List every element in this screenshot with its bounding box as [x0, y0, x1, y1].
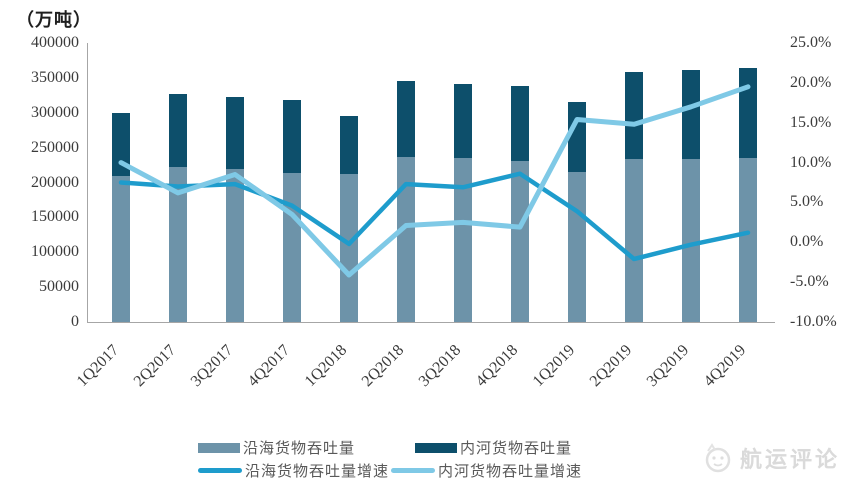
bar-segment-coastal	[682, 159, 700, 322]
right-axis-tick-label: 10.0%	[790, 153, 832, 171]
bar-segment-inland	[682, 69, 700, 160]
brand-name: 航运评论	[740, 447, 841, 472]
legend-label: 沿海货物吞吐量增速	[245, 464, 390, 480]
x-axis-tick-label: 4Q2019	[701, 341, 750, 391]
inland-bar-swatch-icon	[415, 442, 458, 453]
y-axis-line	[87, 43, 88, 322]
legend: 沿海货物吞吐量 内河货物吞吐量 沿海货物吞吐量增速 内河货物吞吐量增速	[198, 436, 582, 482]
coastal-bar-swatch-icon	[198, 442, 240, 453]
lines-layer	[118, 84, 751, 278]
x-axis-tick-label: 1Q2018	[302, 341, 351, 391]
right-axis-tick-label: -10.0%	[790, 313, 837, 330]
line-coastal-growth	[118, 171, 751, 262]
left-axis-tick-label: 100000	[31, 243, 79, 261]
axis-unit-label: （万吨）	[16, 10, 92, 30]
x-axis-tick-label: 1Q2017	[74, 341, 123, 391]
legend-row-1: 沿海货物吞吐量 内河货物吞吐量	[198, 436, 582, 459]
bar-segment-inland	[112, 113, 130, 177]
bar-segment-inland	[169, 94, 187, 168]
left-axis-tick-label: 50000	[39, 278, 79, 296]
x-axis-tick-label: 2Q2017	[131, 341, 180, 391]
bar-segment-inland	[397, 81, 415, 157]
x-axis-tick-label: 4Q2018	[473, 341, 522, 391]
left-axis-tick-label: 250000	[31, 138, 79, 156]
plot-area	[87, 43, 775, 323]
bar-segment-coastal	[739, 158, 757, 322]
bar-segment-coastal	[340, 174, 358, 322]
legend-item-inland-growth: 内河货物吞吐量增速	[391, 460, 582, 481]
bar-segment-coastal	[511, 160, 529, 322]
bar-segment-inland	[226, 96, 244, 169]
left-axis-tick-label: 200000	[31, 173, 79, 191]
bar-segment-inland	[340, 115, 358, 175]
right-axis-tick-label: 15.0%	[790, 113, 832, 131]
right-axis-tick-label: 5.0%	[790, 193, 824, 211]
legend-item-inland-throughput: 内河货物吞吐量	[415, 437, 572, 458]
inland-line-swatch-icon	[391, 468, 436, 473]
bar-segment-inland	[511, 85, 529, 161]
bar-segment-coastal	[169, 167, 187, 322]
x-axis-tick-label: 2Q2019	[587, 341, 636, 391]
left-axis-tick-label: 0	[71, 313, 79, 330]
right-axis-tick-label: 0.0%	[790, 233, 824, 251]
x-axis-tick-label: 4Q2017	[245, 341, 294, 391]
x-axis-line	[87, 322, 775, 323]
right-axis-tick-label: 20.0%	[790, 73, 832, 91]
legend-label: 内河货物吞吐量	[460, 441, 573, 457]
bar-segment-coastal	[454, 158, 472, 322]
bar-segment-coastal	[112, 176, 130, 322]
right-axis-tick-label: 25.0%	[790, 34, 832, 51]
bar-segment-coastal	[397, 156, 415, 322]
legend-label: 内河货物吞吐量增速	[438, 464, 583, 480]
legend-label: 沿海货物吞吐量	[243, 441, 356, 457]
legend-row-2: 沿海货物吞吐量增速 内河货物吞吐量增速	[198, 459, 582, 482]
x-axis-tick-label: 3Q2018	[416, 341, 465, 391]
brand-watermark: 航运评论	[702, 441, 840, 475]
left-axis-tick-label: 350000	[31, 68, 79, 86]
bar-segment-inland	[625, 71, 643, 160]
bar-segment-inland	[283, 100, 301, 174]
legend-item-coastal-growth: 沿海货物吞吐量增速	[198, 460, 389, 481]
right-axis-tick-label: -5.0%	[790, 273, 829, 291]
left-axis-tick-label: 150000	[31, 208, 79, 226]
bar-segment-coastal	[226, 168, 244, 322]
x-axis-tick-label: 3Q2017	[188, 341, 237, 391]
coastal-line-swatch-icon	[198, 468, 242, 473]
x-axis-tick-label: 2Q2018	[359, 341, 408, 391]
x-axis-tick-label: 3Q2019	[644, 341, 693, 391]
bar-segment-coastal	[625, 159, 643, 322]
left-axis-tick-label: 300000	[31, 103, 79, 121]
x-axis-tick-label: 1Q2019	[530, 341, 579, 391]
mascot-icon	[705, 443, 731, 473]
left-axis-tick-label: 400000	[31, 34, 79, 51]
line-inland-growth	[118, 84, 751, 278]
legend-item-coastal-throughput: 沿海货物吞吐量	[198, 437, 355, 458]
bar-segment-inland	[454, 83, 472, 159]
